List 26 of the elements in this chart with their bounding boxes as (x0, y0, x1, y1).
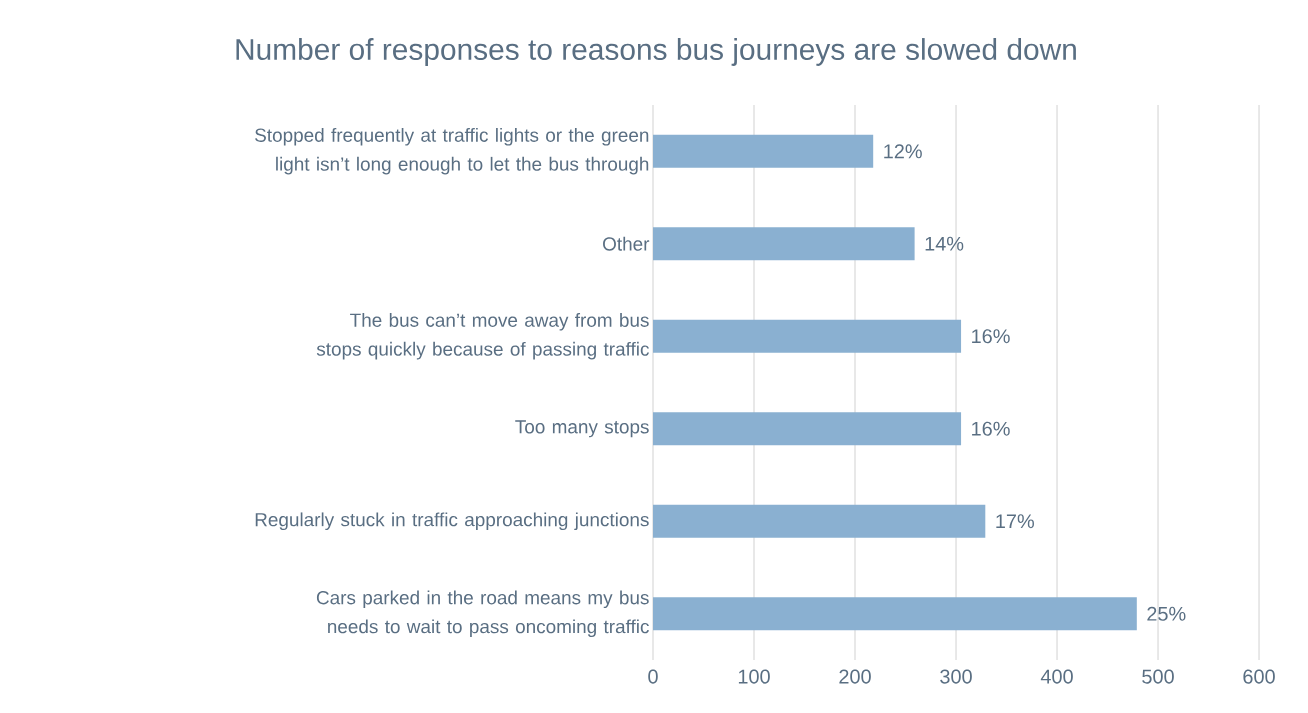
x-tick-label: 200 (839, 669, 871, 684)
annotation: 12% (884, 144, 922, 159)
bar (653, 319, 962, 353)
x-tick-label: 100 (738, 669, 770, 684)
x-tick-label: 300 (940, 669, 972, 684)
chart-title: Number of responses to reasons bus journeys are slowed down (236, 38, 1076, 66)
annotation: 17% (996, 514, 1034, 529)
y-tick-label: Regularly stuck in traffic approaching junctions (255, 512, 649, 531)
x-tick-label: 400 (1040, 669, 1073, 684)
bar (653, 504, 986, 538)
x-tick-label: 0 (648, 669, 658, 684)
y-tick-label: Too many stops (515, 420, 649, 438)
annotation: 16% (972, 421, 1010, 436)
annotation: 25% (1147, 606, 1186, 621)
y-tick-label: Stopped frequently at traffic lights or the green light isn’t long enough to let the bus through (255, 127, 649, 175)
y-tick-label: Cars parked in the road means my bus needs to wait to pass oncoming traffic (316, 590, 649, 638)
bar (653, 134, 874, 168)
y-tick-label: The bus can’t move away from bus stops quickly because of passing traffic (316, 312, 649, 360)
annotation: 14% (925, 236, 964, 251)
x-tick-label: 500 (1142, 669, 1174, 684)
bar (653, 227, 915, 261)
bar (653, 597, 1137, 631)
annotation: 16% (972, 329, 1010, 344)
x-tick-label: 600 (1243, 669, 1275, 684)
y-tick-label: Other (603, 236, 650, 251)
bar (653, 412, 962, 446)
